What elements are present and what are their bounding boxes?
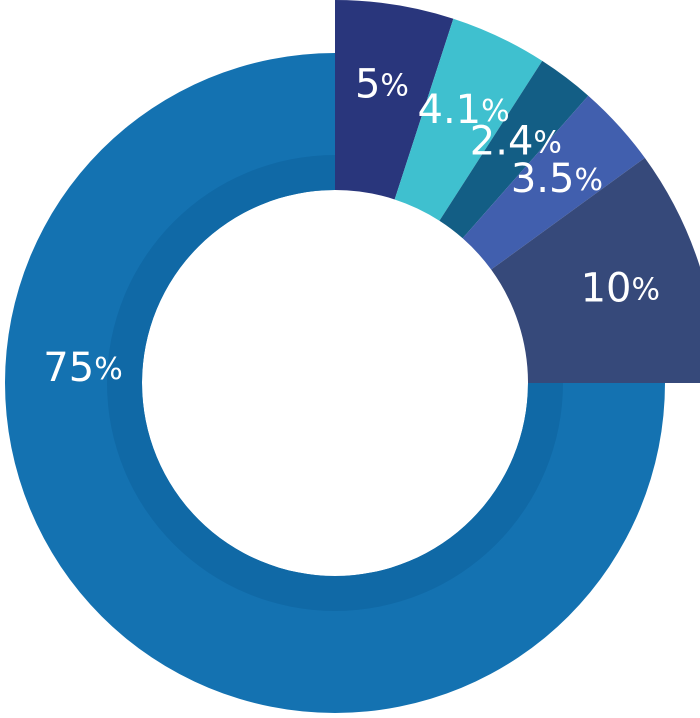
slice-label-2: 2.4%: [470, 119, 562, 165]
slice-label-3: 3.5%: [511, 156, 603, 202]
donut-slice-5: [5, 53, 665, 713]
donut-slice-0: [335, 0, 454, 200]
donut-slice-3: [462, 95, 645, 270]
donut-slice-2: [439, 60, 589, 239]
slice-label-5: 75%: [43, 345, 122, 391]
donut-slice-1: [394, 18, 543, 221]
slice-label-0: 5%: [355, 62, 409, 108]
slice-label-1: 4.1%: [418, 87, 510, 133]
slice-label-4: 10%: [581, 265, 660, 311]
donut-slice-4: [491, 157, 700, 383]
